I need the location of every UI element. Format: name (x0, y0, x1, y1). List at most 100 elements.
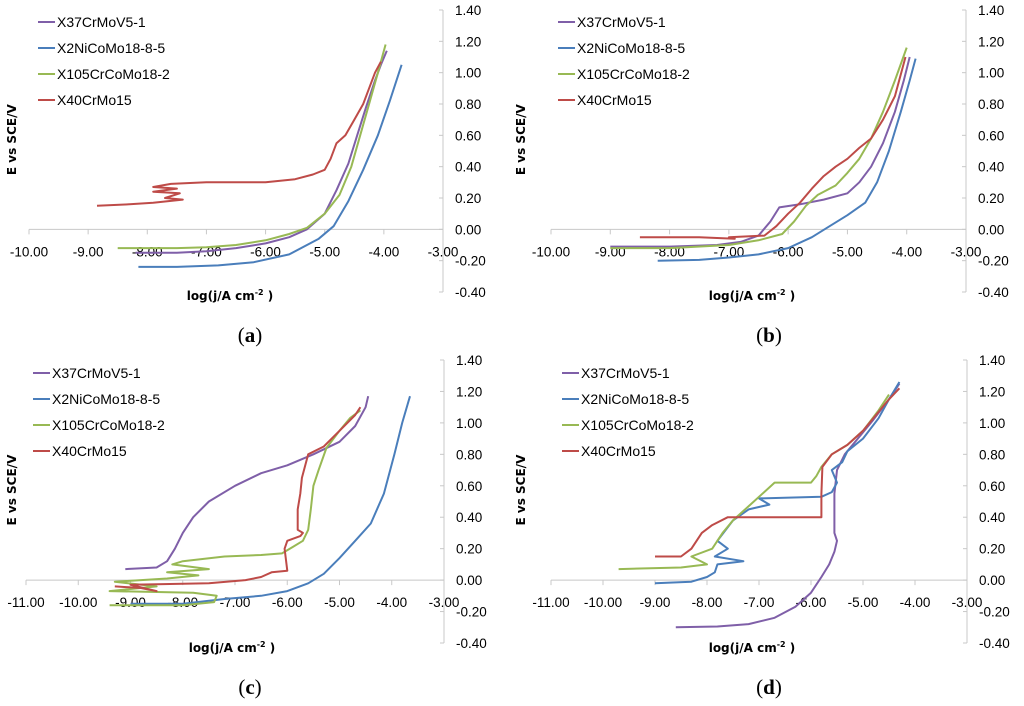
x-tick-label: -11.00 (532, 595, 569, 610)
series-line-x2nicomo18-8-5 (654, 381, 901, 585)
y-tick-label: -0.20 (455, 254, 486, 269)
legend-label: X105CrCoMo18-2 (581, 417, 694, 433)
x-tick-label: -7.00 (713, 244, 744, 259)
y-tick-label: 1.20 (456, 384, 482, 399)
y-axis-title: E vs SCE/V (5, 454, 19, 526)
x-tick-label: -3.00 (429, 595, 460, 610)
legend-label: X105CrCoMo18-2 (57, 66, 170, 82)
x-tick-label: -10.00 (584, 595, 622, 610)
y-tick-label: 0.80 (456, 447, 482, 462)
series-line-x2nicomo18-8-5 (130, 395, 411, 605)
x-tick-label: -8.00 (692, 595, 723, 610)
y-tick-label: -0.20 (979, 605, 1010, 620)
series-line-x40crmo15 (655, 387, 901, 558)
panel-d: 1.40 1.20 1.00 0.80 0.60 0.40 0.20 0.00 -0.20 -0.… (514, 353, 1010, 699)
series-line-x37crmov5-1 (675, 383, 901, 629)
x-tick-label: -5.00 (324, 595, 355, 610)
x-tick-label: -6.00 (773, 244, 804, 259)
y-tick-label: 0.80 (979, 447, 1005, 462)
series-line-x105crcomo18-2 (117, 44, 387, 250)
y-tick-label: 0.60 (979, 479, 1005, 494)
x-tick-label: -5.00 (309, 244, 340, 259)
y-tick-label: 0.00 (456, 573, 482, 588)
legend-label: X37CrMoV5-1 (577, 14, 666, 30)
series-line-x105crcomo18-2 (108, 409, 362, 607)
x-axis-title: log(j/A cm-2 ) (187, 288, 274, 303)
x-tick-label: -9.00 (640, 595, 671, 610)
series-line-x37crmov5-1 (125, 395, 370, 571)
x-tick-label: -10.00 (532, 244, 570, 259)
series-line-x40crmo15 (96, 61, 382, 207)
y-tick-label: -0.40 (979, 636, 1010, 651)
y-tick-label: -0.40 (978, 285, 1009, 300)
y-tick-label: -0.20 (456, 605, 487, 620)
y-tick-label: 1.20 (979, 384, 1005, 399)
x-tick-label: -3.00 (428, 244, 459, 259)
x-tick-label: -4.00 (376, 595, 407, 610)
y-tick-label: -0.40 (456, 636, 487, 651)
y-tick-label: 0.00 (979, 573, 1005, 588)
y-tick-label: -0.40 (455, 285, 486, 300)
legend-label: X37CrMoV5-1 (581, 365, 670, 381)
y-tick-label: 1.20 (455, 34, 481, 49)
y-tick-label: 0.60 (456, 479, 482, 494)
y-tick-label: -0.20 (978, 254, 1009, 269)
legend-label: X40CrMo15 (577, 92, 652, 108)
legend-label: X2NiCoMo18-8-5 (581, 391, 689, 407)
x-tick-label: -5.00 (848, 595, 879, 610)
legend-label: X37CrMoV5-1 (57, 14, 146, 30)
y-tick-label: 0.40 (456, 510, 482, 525)
y-tick-label: 1.00 (455, 66, 481, 81)
legend-label: X37CrMoV5-1 (52, 365, 141, 381)
legend-label: X2NiCoMo18-8-5 (577, 40, 685, 56)
y-tick-label: 0.20 (979, 542, 1005, 557)
x-axis-title: log(j/A cm-2 ) (189, 640, 276, 655)
y-tick-label: 0.40 (455, 160, 481, 175)
y-tick-label: 1.40 (979, 353, 1005, 368)
y-axis-title: E vs SCE/V (5, 104, 19, 176)
y-tick-label: 0.80 (455, 97, 481, 112)
y-tick-label: 0.00 (978, 222, 1004, 237)
y-tick-label: 1.40 (978, 3, 1004, 18)
panel-c: 1.40 1.20 1.00 0.80 0.60 0.40 0.20 0.00 -0.20 -0.… (5, 353, 487, 699)
y-tick-label: 0.40 (979, 510, 1005, 525)
legend-label: X105CrCoMo18-2 (52, 417, 165, 433)
legend-label: X2NiCoMo18-8-5 (57, 40, 165, 56)
y-tick-label: 0.20 (456, 542, 482, 557)
y-tick-label: 0.20 (978, 191, 1004, 206)
series-line-x37crmov5-1 (610, 56, 911, 248)
series-line-x40crmo15 (114, 406, 362, 593)
y-axis-title: E vs SCE/V (514, 104, 528, 176)
x-tick-label: -4.00 (900, 595, 931, 610)
panel-a: 1.40 1.20 1.00 0.80 0.60 0.40 0.20 0.00 -0.20 -0.… (5, 3, 486, 347)
panel-caption: (c) (238, 675, 261, 699)
y-tick-label: 0.20 (455, 191, 481, 206)
y-tick-label: 1.00 (978, 66, 1004, 81)
x-tick-label: -7.00 (744, 595, 775, 610)
panel-b: 1.40 1.20 1.00 0.80 0.60 0.40 0.20 0.00 -0.20 -0.… (514, 3, 1009, 347)
series-line-x37crmov5-1 (135, 50, 388, 254)
y-tick-label: 1.40 (456, 353, 482, 368)
legend-label: X40CrMo15 (581, 443, 656, 459)
series-line-x2nicomo18-8-5 (138, 64, 403, 268)
series-line-x40crmo15 (639, 56, 907, 240)
legend-label: X105CrCoMo18-2 (577, 66, 690, 82)
y-axis-title: E vs SCE/V (514, 454, 528, 526)
x-tick-label: -6.00 (272, 595, 303, 610)
x-tick-label: -10.00 (10, 244, 48, 259)
series-line-x105crcomo18-2 (610, 47, 908, 250)
x-tick-label: -4.00 (368, 244, 399, 259)
x-tick-label: -9.00 (115, 595, 146, 610)
legend-label: X40CrMo15 (57, 92, 132, 108)
series-line-x2nicomo18-8-5 (657, 58, 917, 262)
y-tick-label: 1.40 (455, 3, 481, 18)
y-tick-label: 1.00 (979, 416, 1005, 431)
x-tick-label: -5.00 (832, 244, 863, 259)
y-tick-label: 0.60 (978, 128, 1004, 143)
legend-label: X2NiCoMo18-8-5 (52, 391, 160, 407)
x-tick-label: -4.00 (891, 244, 922, 259)
x-tick-label: -3.00 (951, 244, 982, 259)
legend-label: X40CrMo15 (52, 443, 127, 459)
x-tick-label: -11.00 (7, 595, 44, 610)
